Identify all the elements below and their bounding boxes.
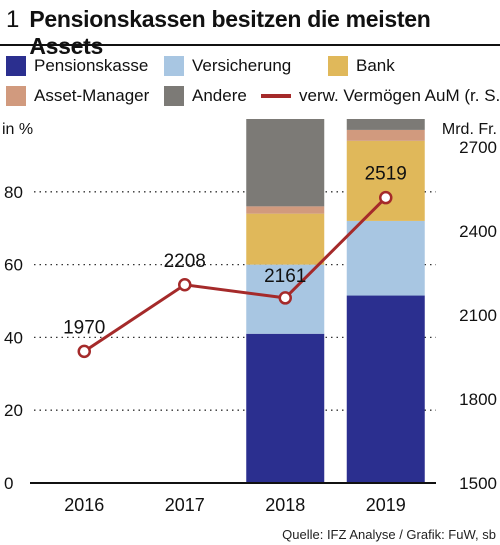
legend-swatch [6,56,26,76]
y-axis-left-title: in % [2,121,33,138]
bar-segment [346,129,425,141]
legend-item-aum-line: verw. Vermögen AuM (r. S.) [261,86,500,106]
aum-point [77,344,91,359]
legend-item-asset-manager: Asset-Manager [6,86,149,106]
bar-segment [346,140,425,221]
y-tick-left: 0 [4,474,13,493]
y-tick-right: 1500 [459,474,497,493]
legend-item-versicherung: Versicherung [164,56,291,76]
bar-segment [246,333,325,483]
x-tick-label: 2018 [265,495,305,515]
bar-segment [246,119,325,207]
aum-line [83,196,387,353]
legend-swatch [164,86,184,106]
aum-data-label: 2208 [164,251,206,272]
legend-line-swatch [261,94,291,98]
x-tick-label: 2016 [64,495,104,515]
y-tick-left: 60 [4,256,23,275]
legend-label: verw. Vermögen AuM (r. S.) [299,86,500,105]
legend-label: Versicherung [192,56,292,75]
aum-data-label: 1970 [63,317,105,338]
bar-segment [346,119,425,130]
legend-swatch [164,56,184,76]
legend-label: Asset-Manager [34,86,150,105]
legend-label: Bank [356,56,395,75]
legend-swatch [6,86,26,106]
y-tick-left: 40 [4,328,23,347]
y-tick-left: 80 [4,183,23,202]
legend-label: Pensionskasse [34,56,149,75]
figure-title: Pensionskassen besitzen die meisten Asse… [29,6,431,59]
y-axis-right-title: Mrd. Fr. [442,121,497,138]
aum-data-label: 2519 [365,164,407,185]
legend: Pensionskasse Versicherung Bank Asset-Ma… [6,54,500,110]
y-tick-right: 1800 [459,390,497,409]
bar-segment [246,206,325,214]
y-tick-right: 2700 [459,138,497,157]
legend-item-pensionskasse: Pensionskasse [6,56,148,76]
y-tick-left: 20 [4,401,23,420]
source-note: Quelle: IFZ Analyse / Grafik: FuW, sb [282,527,496,542]
title-rule [0,44,500,46]
y-tick-right: 2100 [459,306,497,325]
y-tick-right: 2400 [459,222,497,241]
aum-point [178,278,192,292]
stacked-bar-line-chart: in % Mrd. Fr. 0 20 40 60 80 1500 1800 2100 2400 270… [2,119,497,515]
aum-point [379,190,393,205]
legend-swatch [328,56,348,76]
bar-segment [346,220,425,296]
legend-label: Andere [192,86,247,105]
legend-item-bank: Bank [328,56,395,76]
figure-title-row: 1 Pensionskassen besitzen die meisten As… [6,6,494,59]
legend-item-andere: Andere [164,86,247,106]
bar-segment [346,295,425,483]
figure-number: 1 [6,6,20,33]
x-tick-label: 2017 [165,495,205,515]
aum-point [278,291,292,305]
x-tick-label: 2019 [366,495,406,515]
aum-data-label: 2161 [264,266,306,287]
bar-segment [246,213,325,265]
